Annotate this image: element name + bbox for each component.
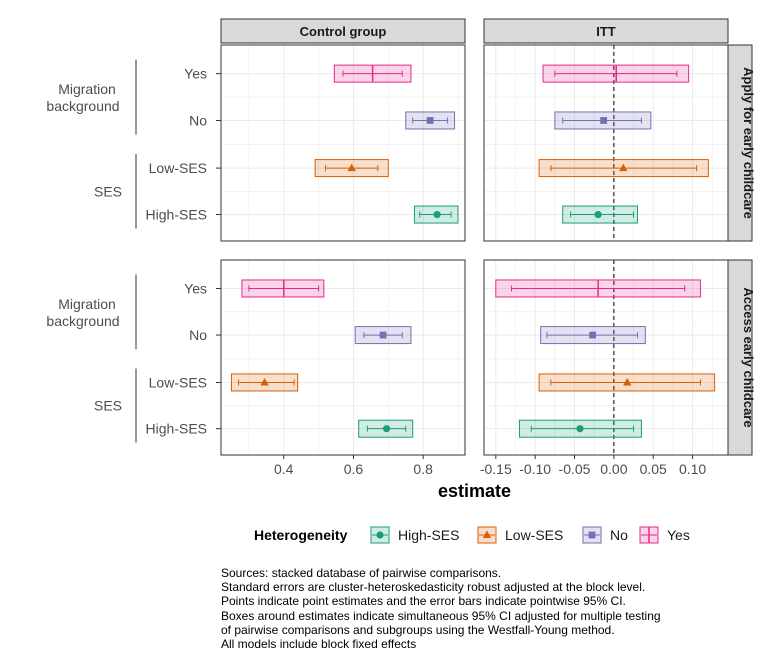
y-tick-label: Yes — [184, 66, 207, 82]
point-estimate-triangle — [623, 377, 632, 386]
facet-strip-column — [483, 18, 729, 44]
y-tick-label: Low-SES — [149, 160, 207, 176]
point-estimate-circle — [576, 425, 584, 433]
caption-line: Standard errors are cluster-heteroskedas… — [221, 580, 646, 595]
x-tick-label: 0.8 — [413, 461, 433, 477]
point-estimate-circle — [594, 210, 602, 219]
figure-caption: Sources: stacked database of pairwise co… — [221, 566, 761, 651]
legend-key-marker-circle — [376, 531, 384, 539]
panel-border — [483, 259, 729, 456]
legend-label: No — [610, 527, 628, 543]
point-estimate-circle — [382, 425, 391, 433]
panel-border — [220, 259, 466, 456]
group-label: Migration — [58, 296, 116, 312]
y-tick-label: High-SES — [146, 421, 207, 437]
caption-line: of pairwise comparisons and subgroups us… — [221, 622, 615, 637]
facet-panel — [483, 259, 729, 456]
x-tick-label: 0.6 — [344, 461, 364, 477]
facet-strip-column — [220, 18, 466, 44]
y-tick-label: Yes — [184, 280, 207, 296]
facet-panel — [220, 259, 466, 456]
legend-label: High-SES — [398, 527, 459, 543]
x-tick-label: -0.15 — [480, 461, 512, 477]
x-tick-label: 0.4 — [274, 461, 294, 477]
group-label: Migration — [58, 81, 116, 97]
x-tick-label: 0.10 — [679, 461, 706, 477]
facet-strip-column-label: ITT — [596, 24, 616, 39]
panel-background — [221, 260, 465, 455]
x-axis-title: estimate — [438, 481, 511, 501]
legend-key-marker-triangle — [482, 530, 492, 538]
x-tick-label: -0.10 — [519, 461, 551, 477]
legend-entry: Low-SES — [477, 526, 563, 544]
group-label: background — [46, 313, 119, 329]
point-estimate-triangle — [260, 377, 269, 386]
panel-border — [220, 44, 466, 242]
point-estimate-triangle — [347, 163, 356, 172]
panel-background — [484, 260, 728, 455]
x-tick-label: 0.05 — [640, 461, 667, 477]
y-tick-label: No — [189, 327, 207, 343]
facet-strip-row — [727, 259, 753, 456]
legend-key-marker-square — [588, 531, 596, 539]
group-label: SES — [94, 183, 122, 199]
legend-label: Yes — [667, 527, 690, 543]
group-label: background — [46, 98, 119, 114]
point-estimate-square — [589, 331, 597, 339]
point-estimate-square — [600, 117, 608, 124]
x-tick-label: 0.00 — [600, 461, 627, 477]
legend-entry: High-SES — [370, 526, 459, 544]
panel-background — [221, 45, 465, 241]
caption-line: Boxes around estimates indicate simultan… — [221, 608, 661, 623]
group-label: SES — [94, 398, 122, 414]
y-tick-label: High-SES — [146, 207, 207, 223]
panel-background — [484, 45, 728, 241]
legend-title: Heterogeneity — [254, 527, 348, 543]
point-estimate-square — [379, 331, 387, 339]
legend-entry: Yes — [639, 526, 690, 544]
legend-label: Low-SES — [505, 527, 563, 543]
caption-line: Sources: stacked database of pairwise co… — [221, 566, 502, 580]
panel-border — [483, 44, 729, 242]
facet-strip-column-label: Control group — [300, 24, 387, 39]
facet-strip-row-label: Access early childcare — [741, 287, 756, 427]
y-tick-label: No — [189, 112, 207, 128]
legend-entry: No — [582, 526, 628, 544]
point-estimate-triangle — [619, 163, 628, 172]
facet-strip-row-label: Apply for early childcare — [741, 67, 756, 219]
point-estimate-square — [426, 117, 434, 124]
y-tick-label: Low-SES — [149, 374, 207, 390]
x-tick-label: -0.05 — [559, 461, 591, 477]
caption-line: Points indicate point estimates and the … — [221, 594, 626, 609]
facet-panel — [483, 44, 729, 242]
forest-plot-figure: Control group ITT Apply for early childcar… — [46, 18, 756, 544]
facet-panel — [220, 44, 466, 242]
facet-strip-row — [727, 44, 753, 242]
caption-line: All models include block fixed effects — [221, 637, 417, 652]
point-estimate-circle — [433, 210, 441, 219]
